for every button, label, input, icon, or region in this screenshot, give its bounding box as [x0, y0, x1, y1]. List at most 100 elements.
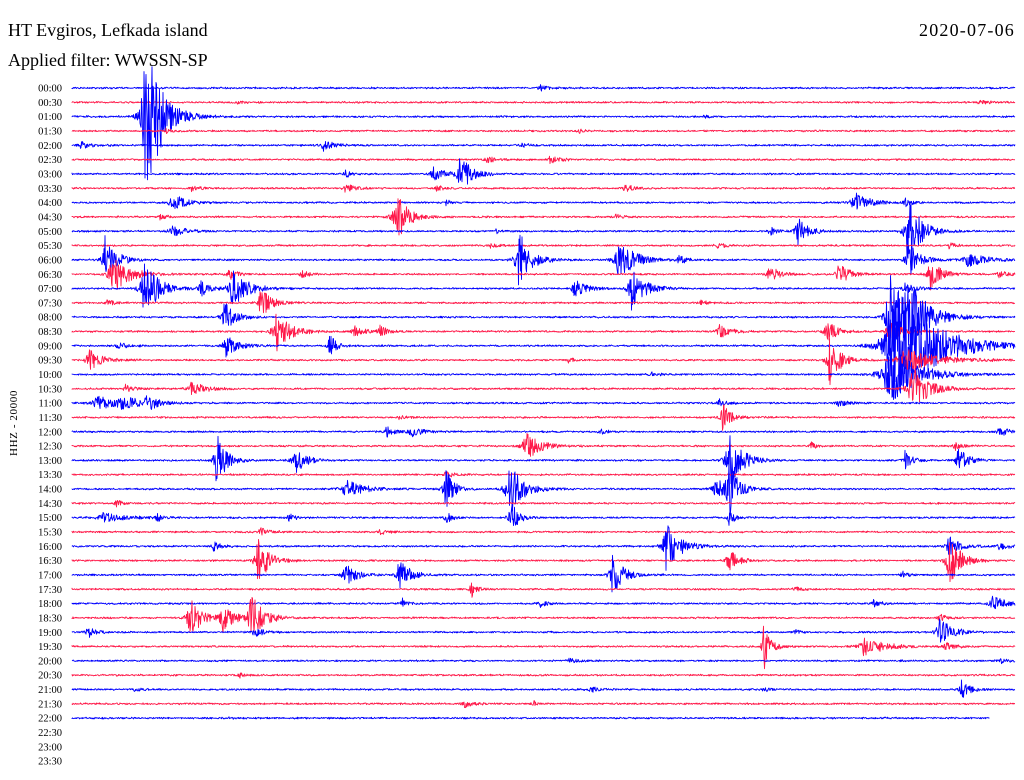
trace-row-07-00: [71, 263, 1016, 311]
trace-row-05-30: [71, 242, 1016, 250]
trace-row-15-30: [71, 527, 1016, 536]
y-tick-label: 22:00: [38, 714, 62, 725]
trace-row-12-00: [71, 426, 1016, 438]
trace-row-07-30: [71, 291, 1016, 314]
trace-row-11-30: [71, 404, 1016, 431]
trace-row-16-00: [71, 525, 1016, 571]
y-tick-label: 10:00: [38, 370, 62, 381]
trace-row-18-30: [71, 597, 1016, 634]
y-tick-label: 03:30: [38, 184, 62, 195]
y-tick-label: 00:00: [38, 84, 62, 95]
trace-row-15-00: [71, 504, 1016, 527]
y-tick-label: 00:30: [38, 98, 62, 109]
y-tick-label: 02:30: [38, 155, 62, 166]
seismic-traces: [71, 66, 1016, 720]
trace-row-06-00: [71, 234, 1016, 286]
y-tick-label: 14:30: [38, 499, 62, 510]
y-tick-label: 04:00: [38, 198, 62, 209]
y-tick-label: 11:00: [38, 399, 62, 410]
y-tick-label: 19:30: [38, 642, 62, 653]
y-tick-label: 17:00: [38, 571, 62, 582]
trace-row-21-00: [71, 679, 1016, 698]
trace-row-08-30: [71, 313, 1015, 352]
y-tick-label: 22:30: [38, 728, 62, 739]
trace-row-17-00: [71, 554, 1016, 593]
trace-row-19-30: [71, 625, 1016, 670]
y-tick-label: 17:30: [38, 585, 62, 596]
y-tick-label: 18:00: [38, 599, 62, 610]
y-tick-label: 07:30: [38, 298, 62, 309]
y-tick-label: 20:30: [38, 671, 62, 682]
y-axis-label: HHZ - 20000: [8, 390, 20, 456]
trace-row-02-00: [71, 141, 1016, 152]
trace-row-09-30: [71, 338, 1016, 386]
trace-row-21-30: [71, 700, 1016, 709]
trace-row-00-30: [71, 99, 1016, 105]
y-tick-label: 13:30: [38, 470, 62, 481]
y-tick-label: 14:00: [38, 485, 62, 496]
trace-row-02-30: [71, 155, 1016, 165]
trace-row-06-30: [71, 259, 1016, 291]
trace-row-08-00: [71, 275, 1016, 353]
trace-row-11-00: [71, 395, 1016, 410]
y-tick-label: 11:30: [38, 413, 62, 424]
trace-row-03-00: [71, 158, 1016, 185]
y-tick-label: 16:00: [38, 542, 62, 553]
trace-row-09-00: [71, 290, 1016, 394]
y-tick-label: 13:00: [38, 456, 62, 467]
y-tick-label: 05:30: [38, 241, 62, 252]
y-tick-label: 21:00: [38, 685, 62, 696]
trace-row-16-30: [71, 538, 1016, 583]
trace-row-14-00: [71, 463, 1016, 518]
y-tick-label: 06:00: [38, 255, 62, 266]
trace-row-13-30: [71, 471, 1016, 478]
trace-row-04-00: [71, 192, 1016, 210]
trace-row-05-00: [71, 201, 1016, 259]
y-tick-label: 21:30: [38, 699, 62, 710]
chart-date: 2020-07-06: [919, 20, 1015, 40]
y-tick-label: 09:30: [38, 356, 62, 367]
trace-row-00-00: [71, 84, 1016, 92]
y-tick-label: 15:30: [38, 528, 62, 539]
y-tick-label: 04:30: [38, 213, 62, 224]
trace-row-04-30: [71, 198, 1016, 236]
trace-row-22-00: [71, 716, 990, 720]
y-tick-label: 09:00: [38, 341, 62, 352]
y-tick-label: 18:30: [38, 613, 62, 624]
y-tick-label: 08:00: [38, 313, 62, 324]
trace-row-01-00: [71, 66, 1016, 181]
y-tick-label: 05:00: [38, 227, 62, 238]
y-tick-label: 12:30: [38, 442, 62, 453]
y-tick-label: 01:00: [38, 112, 62, 123]
trace-row-20-30: [71, 672, 1016, 679]
y-tick-label: 23:00: [38, 742, 62, 753]
y-tick-label: 16:30: [38, 556, 62, 567]
trace-row-20-00: [71, 657, 1016, 665]
y-tick-label: 03:00: [38, 170, 62, 181]
trace-row-18-00: [71, 595, 1016, 610]
trace-row-13-00: [71, 435, 1016, 485]
trace-row-14-30: [71, 499, 1016, 508]
y-tick-label: 07:00: [38, 284, 62, 295]
y-tick-label: 02:00: [38, 141, 62, 152]
trace-row-10-00: [71, 347, 1016, 400]
trace-row-19-00: [71, 618, 1016, 643]
y-tick-label: 19:00: [38, 628, 62, 639]
trace-row-10-30: [71, 368, 1016, 403]
y-tick-label: 23:30: [38, 757, 62, 768]
filter-label: Applied filter: WWSSN-SP: [8, 50, 208, 70]
trace-row-03-30: [71, 184, 1016, 193]
y-tick-label: 12:00: [38, 427, 62, 438]
y-tick-labels: 00:00 00:30 01:00 01:30 02:00 02:30 03:00 03:30…: [38, 84, 62, 768]
y-tick-label: 01:30: [38, 127, 62, 138]
y-tick-label: 20:00: [38, 656, 62, 667]
y-tick-label: 06:30: [38, 270, 62, 281]
y-tick-label: 10:30: [38, 384, 62, 395]
y-tick-label: 15:00: [38, 513, 62, 524]
y-tick-label: 08:30: [38, 327, 62, 338]
trace-row-01-30: [71, 127, 1016, 135]
trace-row-17-30: [71, 582, 1016, 598]
trace-row-12-30: [71, 433, 1016, 457]
chart-title: HT Evgiros, Lefkada island: [8, 20, 208, 40]
